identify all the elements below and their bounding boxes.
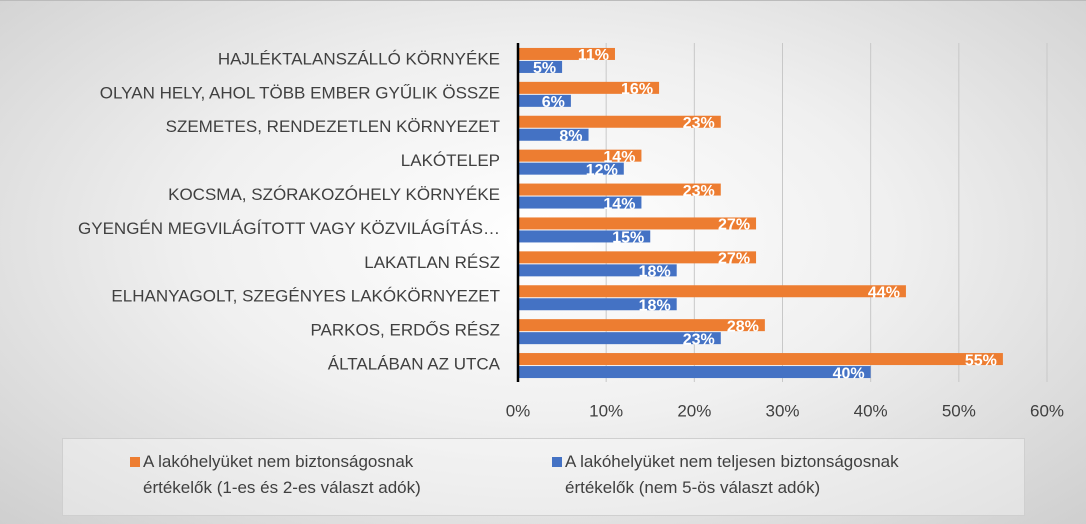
bar [518,47,615,60]
y-tick-label: KOCSMA, SZÓRAKOZÓHELY KÖRNYÉKE [168,185,500,204]
data-label: 14% [603,149,635,166]
y-tick-label: GYENGÉN MEGVILÁGÍTOTT VAGY KÖZVILÁGÍTÁS… [78,219,500,238]
data-label: 27% [718,217,750,234]
bar [518,353,1003,366]
data-label: 12% [586,162,618,179]
y-tick-label: PARKOS, ERDŐS RÉSZ [310,321,500,340]
bar [518,264,677,277]
legend-swatch [130,457,140,467]
data-label: 18% [639,297,671,314]
bar [518,81,660,94]
legend-label: A lakóhelyüket nem biztonságosnak értéke… [143,452,421,497]
x-tick-label: 10% [589,401,623,420]
bar [518,230,651,243]
data-label: 27% [718,251,750,268]
data-label: 40% [833,365,865,382]
x-tick-label: 20% [677,401,711,420]
data-label: 11% [578,47,609,64]
data-label: 55% [965,352,997,369]
data-label: 6% [542,94,565,111]
legend-item: A lakóhelyüket nem biztonságosnak értéke… [130,449,473,501]
y-tick-label: SZEMETES, RENDEZETLEN KÖRNYEZET [166,117,500,136]
y-tick-label: LAKÓTELEP [401,151,500,170]
data-label: 15% [612,230,644,247]
data-label: 14% [603,196,635,213]
bar [518,366,871,379]
x-tick-label: 60% [1030,401,1064,420]
data-label: 16% [621,81,653,98]
data-label: 28% [727,318,759,335]
bar [518,60,563,73]
legend: A lakóhelyüket nem biztonságosnak értéke… [62,438,1025,516]
bar [518,183,721,196]
data-label: 23% [683,183,715,200]
bar [518,285,906,298]
y-tick-label: LAKATLAN RÉSZ [364,253,500,272]
data-label: 5% [533,60,556,77]
y-tick-label: OLYAN HELY, AHOL TÖBB EMBER GYŰLIK ÖSSZE [100,83,500,102]
y-tick-label: HAJLÉKTALANSZÁLLÓ KÖRNYÉKE [218,49,500,68]
legend-swatch [552,457,562,467]
data-label: 23% [683,115,715,132]
y-tick-label: ELHANYAGOLT, SZEGÉNYES LAKÓKÖRNYEZET [111,287,500,306]
bar [518,217,757,230]
x-tick-label: 50% [942,401,976,420]
data-label: 44% [868,284,900,301]
bar [518,251,757,264]
bar [518,115,721,128]
x-tick-label: 40% [854,401,888,420]
bar [518,94,571,107]
data-label: 8% [559,128,582,145]
data-label: 23% [683,331,715,348]
x-tick-label: 30% [765,401,799,420]
legend-label: A lakóhelyüket nem teljesen biztonságosn… [565,452,899,497]
bar [518,196,642,209]
bar [518,162,624,175]
y-tick-label: ÁLTALÁBAN AZ UTCA [328,355,501,374]
data-label: 18% [639,264,671,281]
bar [518,319,765,332]
bar [518,332,721,345]
x-tick-label: 0% [506,401,531,420]
bar [518,298,677,311]
bar [518,128,589,141]
legend-item: A lakóhelyüket nem teljesen biztonságosn… [552,449,935,501]
bar [518,149,642,162]
